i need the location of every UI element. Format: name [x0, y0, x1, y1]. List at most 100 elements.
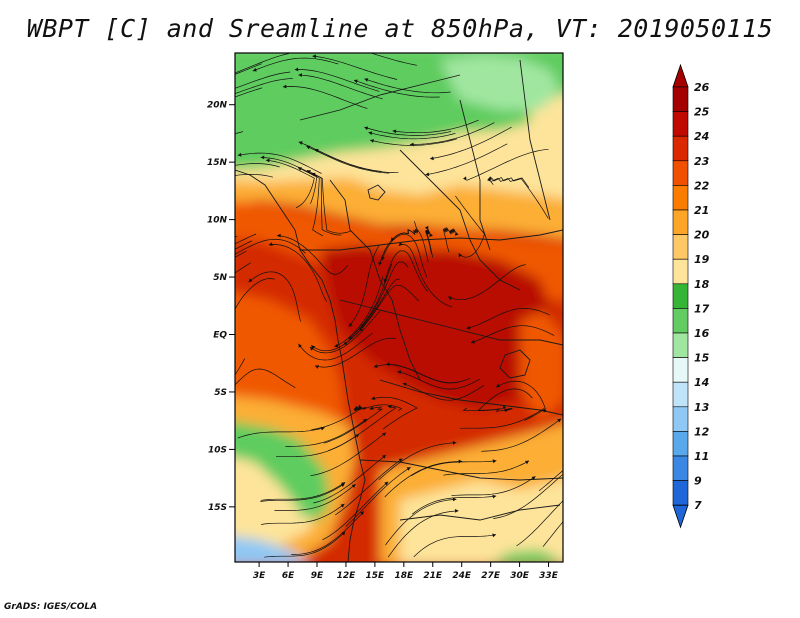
streamline-arrowhead	[504, 408, 509, 413]
streamline-arrowhead	[340, 483, 345, 488]
colorbar-label: 13	[694, 401, 710, 414]
streamline	[487, 177, 549, 219]
lat-tick-label: 5N	[213, 273, 227, 283]
streamline-arrowhead	[312, 54, 316, 59]
streamline	[323, 406, 384, 444]
southwest-blue	[235, 536, 306, 562]
streamline-arrowhead	[360, 323, 365, 328]
streamline-arrowhead	[179, 89, 183, 93]
streamline-arrowhead	[364, 126, 369, 131]
colorbar-label: 9	[694, 475, 702, 488]
streamline-arrowhead	[355, 434, 360, 438]
streamline-arrowhead	[357, 404, 362, 408]
streamline-arrowhead	[369, 406, 374, 410]
streamline-arrowhead	[455, 509, 459, 513]
streamline	[235, 174, 273, 178]
streamline-arrowhead	[348, 322, 353, 327]
streamline-arrowhead	[454, 231, 459, 236]
streamline-arrowhead	[294, 67, 299, 72]
streamline-arrowhead	[406, 467, 411, 471]
streamline-arrowhead	[397, 370, 402, 374]
streamline	[237, 152, 322, 174]
streamline	[313, 454, 387, 504]
border-h	[519, 59, 551, 221]
colorbar-label: 24	[694, 130, 709, 143]
streamline	[448, 264, 526, 301]
streamline	[235, 262, 251, 274]
border-b	[329, 179, 421, 381]
lon-tick-label: 6E	[282, 571, 295, 581]
streamline-arrowhead	[373, 364, 378, 368]
streamline	[277, 235, 349, 275]
streamline	[462, 407, 513, 412]
lat-tick-label: 15N	[207, 158, 228, 168]
colorbar-swatch	[672, 86, 689, 112]
streamline-arrowhead	[363, 419, 367, 423]
streamline	[290, 511, 365, 556]
streamline-arrowhead	[430, 156, 434, 161]
lon-tick-label: 12E	[337, 571, 357, 581]
streamline-arrowhead	[164, 251, 168, 255]
streamline-arrowhead	[265, 158, 270, 163]
border-a	[300, 229, 563, 251]
streamline-arrowhead	[193, 173, 197, 177]
streamline	[495, 380, 546, 421]
streamline	[490, 177, 530, 188]
streamline-arrowhead	[466, 325, 471, 330]
streamline-arrowhead	[492, 459, 497, 464]
streamline-arrowhead	[368, 131, 373, 136]
streamline	[235, 78, 293, 94]
streamline	[334, 276, 384, 347]
streamline-arrowhead	[298, 141, 303, 145]
colorbar-label: 11	[694, 450, 709, 463]
colorbar-swatch	[672, 455, 689, 481]
streamline	[298, 332, 373, 361]
streamline-arrowhead	[306, 170, 311, 174]
streamline	[311, 172, 351, 234]
lat-tick-label: 15S	[208, 503, 227, 513]
colorbar-label: 18	[694, 278, 710, 291]
streamline-arrowhead	[384, 481, 389, 486]
border-i	[399, 504, 561, 521]
streamline-arrowhead	[382, 455, 386, 459]
streamline	[353, 79, 440, 98]
streamline-arrowhead	[452, 497, 457, 502]
streamline-arrowhead	[429, 233, 433, 237]
streamline-arrowhead	[425, 172, 430, 177]
colorbar-swatch	[672, 283, 689, 309]
colorbar-top-arrow	[672, 63, 689, 88]
streamline	[298, 141, 382, 172]
streamline	[265, 159, 315, 209]
streamline-arrowhead	[311, 345, 316, 350]
streamline	[378, 442, 457, 481]
streamline-arrowhead	[170, 244, 174, 248]
streamline-arrowhead	[370, 139, 374, 143]
streamline-arrowhead	[332, 41, 336, 45]
streamline-arrowhead	[398, 241, 403, 246]
colorbar-swatch	[672, 406, 689, 432]
colorbar-label: 17	[694, 302, 710, 315]
streamline-arrowhead	[492, 494, 497, 499]
colorbar-swatch	[672, 209, 689, 235]
streamline-arrowhead	[502, 405, 507, 409]
streamline	[276, 433, 360, 458]
colorbar-label: 25	[694, 106, 710, 119]
streamline-arrowhead	[600, 484, 604, 487]
streamline	[429, 126, 512, 160]
streamline	[294, 69, 380, 92]
lon-tick-label: 21E	[423, 571, 443, 581]
streamline-arrowhead	[315, 365, 319, 369]
streamline	[481, 418, 562, 452]
streamline	[274, 483, 356, 511]
streamline-arrowhead	[188, 408, 192, 412]
colorbar-swatch	[672, 480, 689, 506]
streamline	[466, 308, 550, 329]
streamline	[282, 86, 368, 109]
streamline-arrowhead	[606, 439, 610, 443]
streamline-arrowhead	[268, 242, 273, 247]
streamline-arrowhead	[252, 67, 257, 72]
streamline	[235, 233, 257, 245]
streamline-arrowhead	[386, 362, 390, 366]
streamline-arrowhead	[471, 339, 475, 344]
